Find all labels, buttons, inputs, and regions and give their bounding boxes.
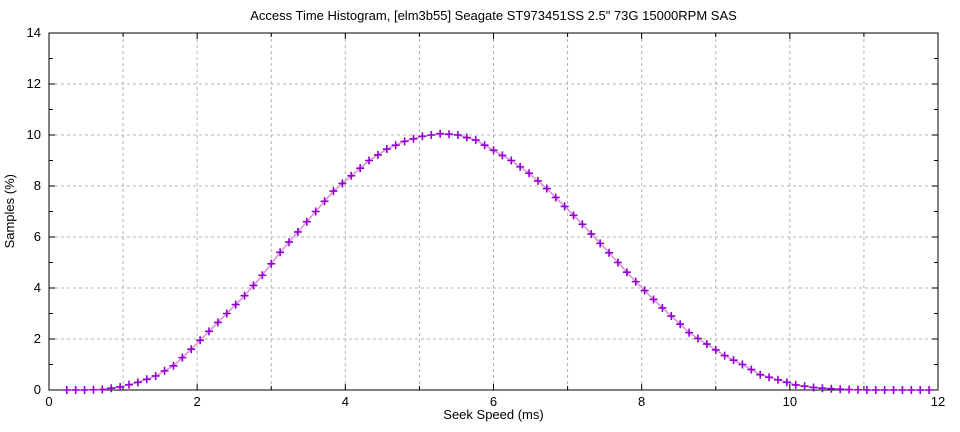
plot-border xyxy=(48,32,939,391)
y-tick-label: 0 xyxy=(34,382,41,397)
series-plus-markers xyxy=(62,129,934,394)
series-line xyxy=(66,132,930,391)
chart-title: Access Time Histogram, [elm3b55] Seagate… xyxy=(250,8,737,23)
y-axis-label-container: Samples (%) xyxy=(0,33,18,390)
x-tick-label: 8 xyxy=(638,394,645,409)
y-tick-label: 8 xyxy=(34,178,41,193)
y-tick-label: 14 xyxy=(27,25,41,40)
x-tick-label: 12 xyxy=(931,394,945,409)
x-tick-label: 10 xyxy=(783,394,797,409)
x-tick-label: 4 xyxy=(342,394,349,409)
y-tick-label: 12 xyxy=(27,76,41,91)
x-tick-label: 6 xyxy=(490,394,497,409)
y-tick-label: 6 xyxy=(34,229,41,244)
y-tick-label: 10 xyxy=(27,127,41,142)
y-axis-label: Samples (%) xyxy=(1,174,17,249)
y-tick-label: 2 xyxy=(34,331,41,346)
y-tick-label: 4 xyxy=(34,280,41,295)
x-tick-label: 0 xyxy=(45,394,52,409)
x-axis-label: Seek Speed (ms) xyxy=(443,407,544,422)
x-tick-label: 2 xyxy=(194,394,201,409)
